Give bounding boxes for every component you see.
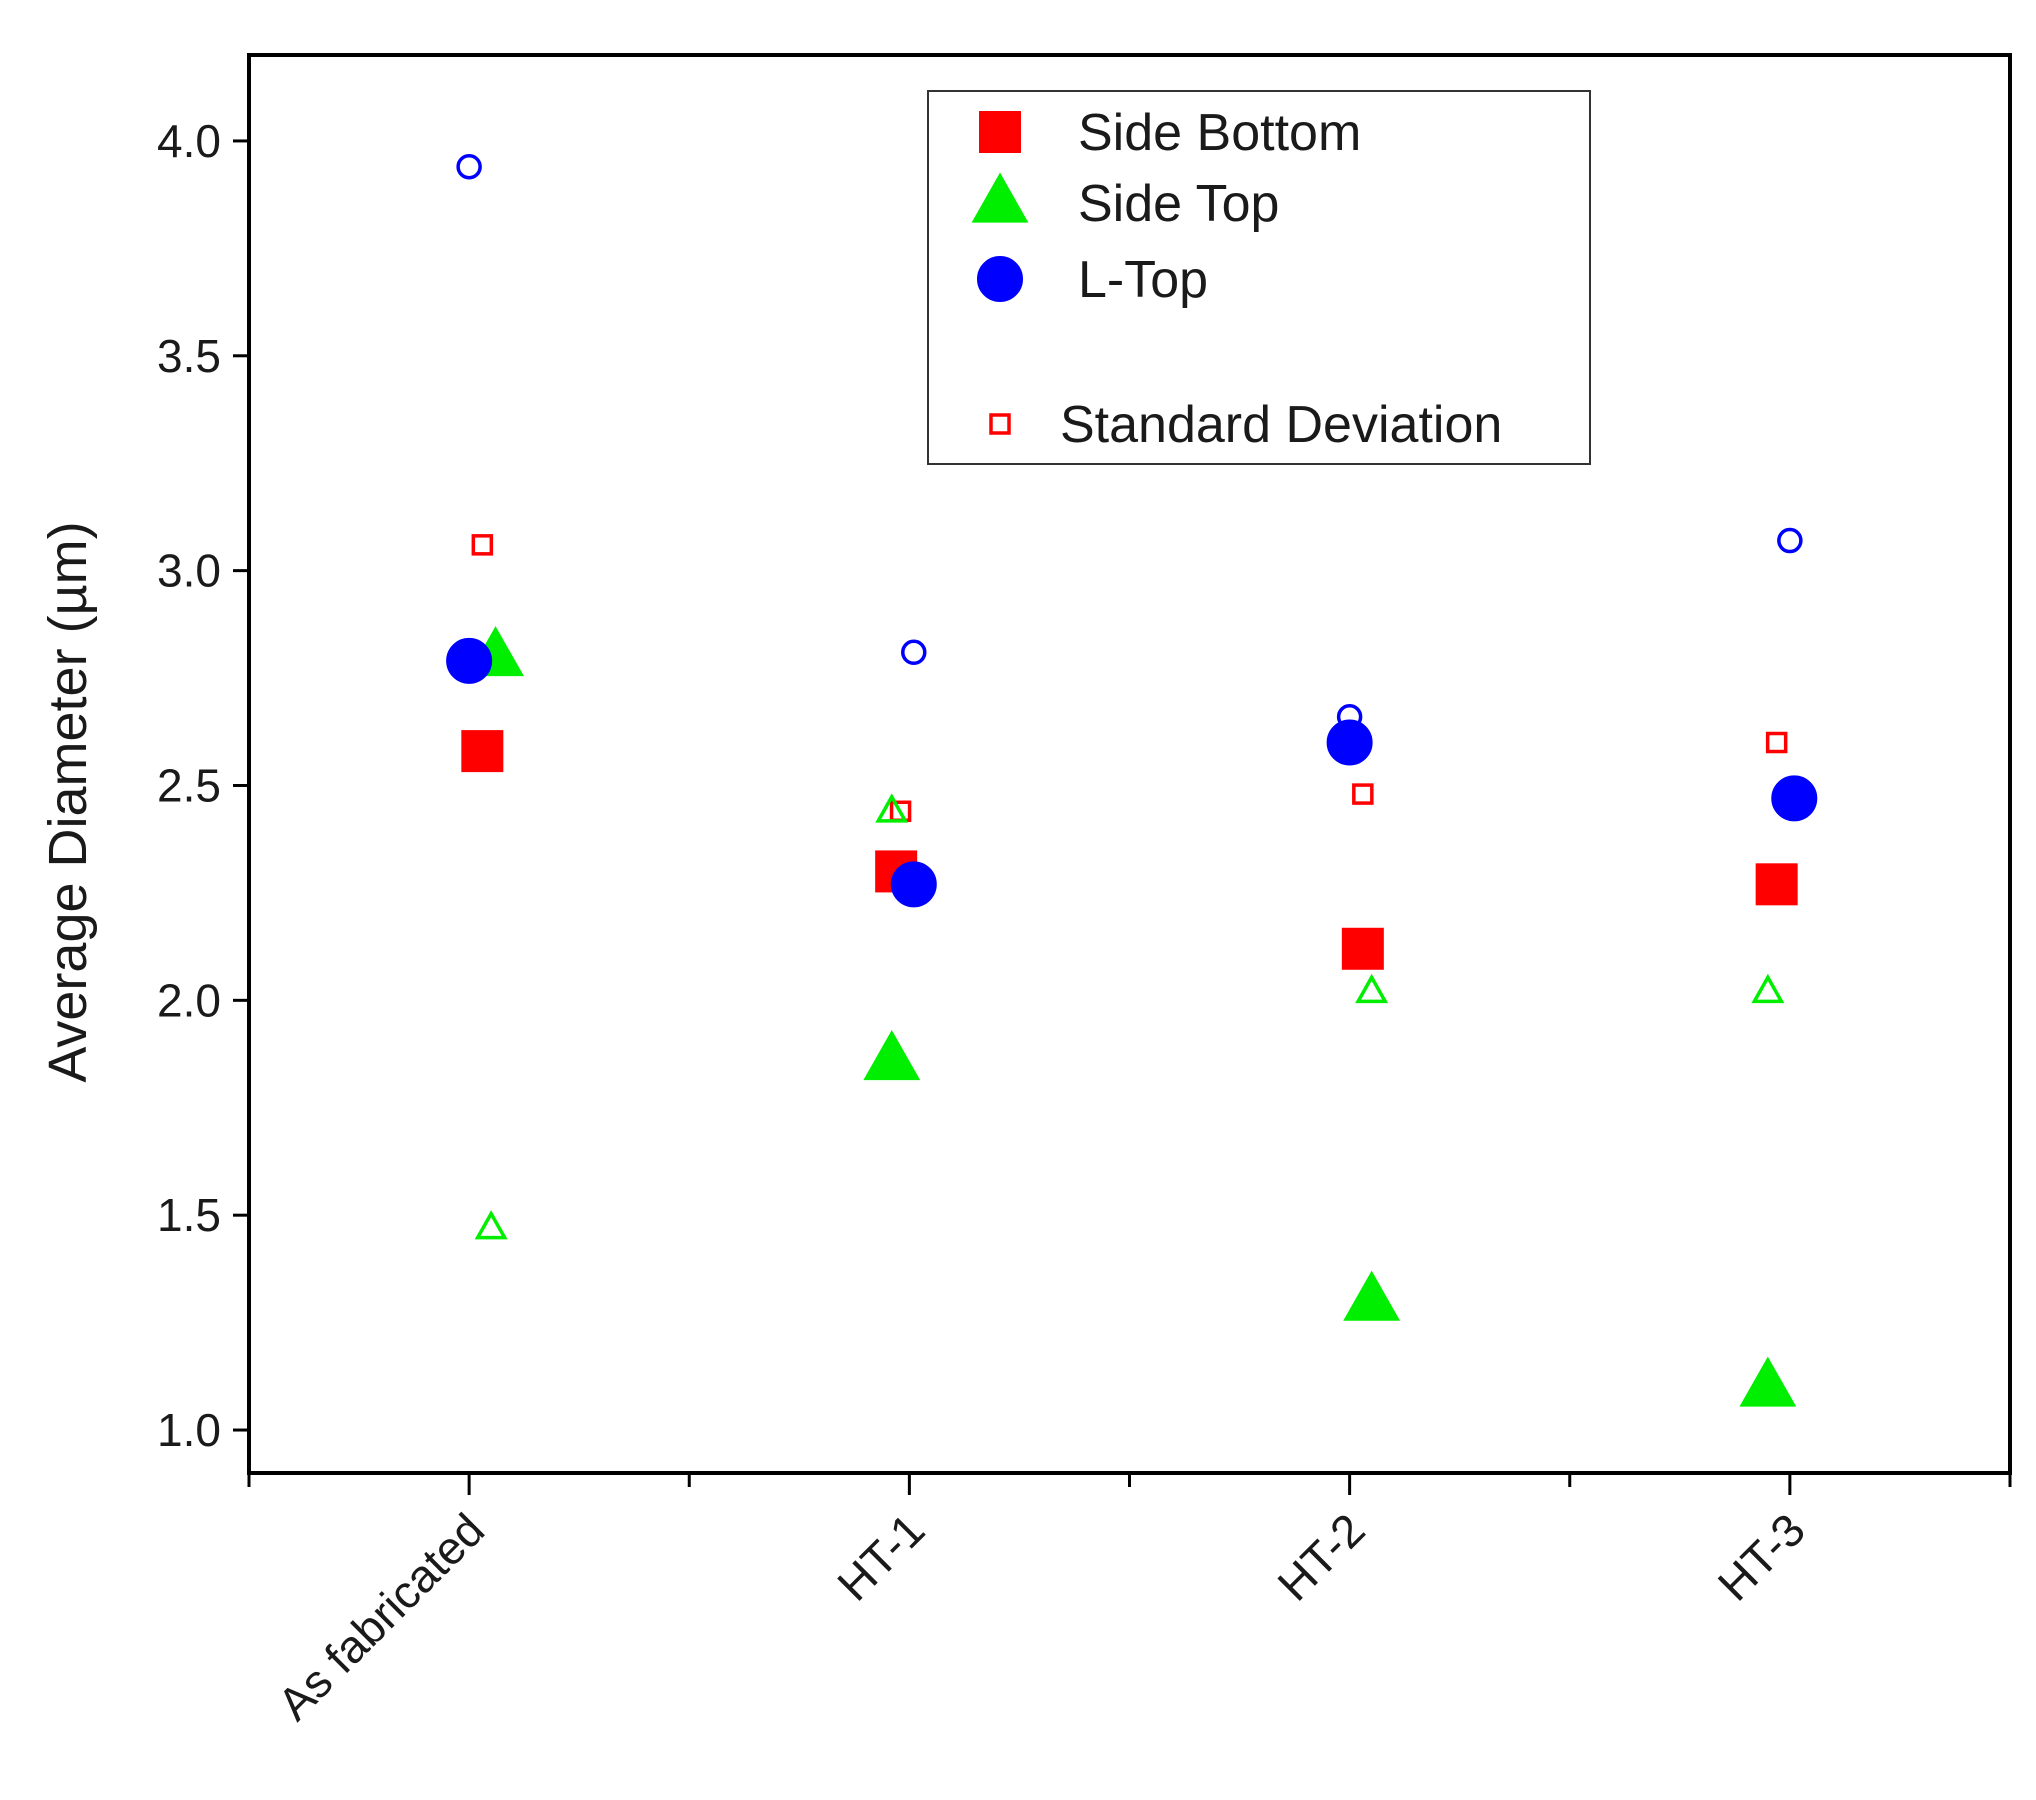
legend-marker-side-top bbox=[971, 172, 1029, 223]
y-tick-label: 3.5 bbox=[157, 330, 221, 382]
legend-label: Side Top bbox=[1078, 175, 1279, 233]
point-side-bottom bbox=[461, 730, 504, 773]
legend: Side Bottom Side Top L-Top Standard Deviati… bbox=[927, 90, 1591, 465]
y-axis-title: Average Diameter (µm) bbox=[38, 521, 98, 1082]
y-tick-label: 1.0 bbox=[157, 1404, 221, 1456]
point-side-top bbox=[1343, 1270, 1401, 1321]
point-l-top-std bbox=[1777, 527, 1803, 554]
legend-marker-standard-deviation bbox=[989, 413, 1011, 435]
point-side-bottom-std bbox=[471, 534, 494, 556]
y-tick-label: 1.5 bbox=[157, 1189, 221, 1241]
point-side-top bbox=[1739, 1356, 1797, 1407]
point-l-top-std bbox=[901, 639, 927, 666]
legend-label: Standard Deviation bbox=[1060, 396, 1502, 454]
data-markers bbox=[446, 153, 1818, 1407]
point-l-top bbox=[890, 861, 937, 908]
point-side-bottom-std bbox=[1765, 731, 1788, 754]
x-tick-label: HT-1 bbox=[827, 1503, 934, 1610]
legend-box bbox=[927, 90, 1591, 465]
x-tick-label: HT-3 bbox=[1708, 1503, 1815, 1610]
y-tick-label: 2.0 bbox=[157, 974, 221, 1026]
x-tick-label: As fabricated bbox=[268, 1503, 495, 1730]
point-side-top-std bbox=[1751, 973, 1785, 1004]
point-l-top-std bbox=[456, 153, 482, 180]
point-side-top-std bbox=[474, 1210, 508, 1240]
point-l-top bbox=[1326, 719, 1373, 766]
point-side-bottom-std bbox=[1352, 783, 1374, 805]
x-tick-label: HT-2 bbox=[1267, 1503, 1374, 1610]
point-l-top-std bbox=[1336, 703, 1363, 730]
point-side-bottom bbox=[1755, 863, 1798, 906]
legend-label: L-Top bbox=[1078, 251, 1208, 309]
legend-marker-l-top bbox=[977, 256, 1023, 302]
point-side-top-std bbox=[1355, 973, 1389, 1004]
plot-frame bbox=[247, 53, 2012, 1475]
y-tick-label: 2.5 bbox=[157, 759, 221, 811]
y-tick-label: 4.0 bbox=[157, 115, 221, 167]
point-l-top bbox=[1771, 775, 1818, 822]
point-side-top-std bbox=[875, 793, 909, 823]
point-side-bottom bbox=[1341, 927, 1384, 970]
point-l-top bbox=[446, 637, 493, 684]
legend-marker-side-bottom bbox=[979, 111, 1021, 153]
y-tick-label: 3.0 bbox=[157, 545, 221, 597]
point-side-top bbox=[863, 1030, 921, 1081]
legend-label: Side Bottom bbox=[1078, 104, 1361, 162]
